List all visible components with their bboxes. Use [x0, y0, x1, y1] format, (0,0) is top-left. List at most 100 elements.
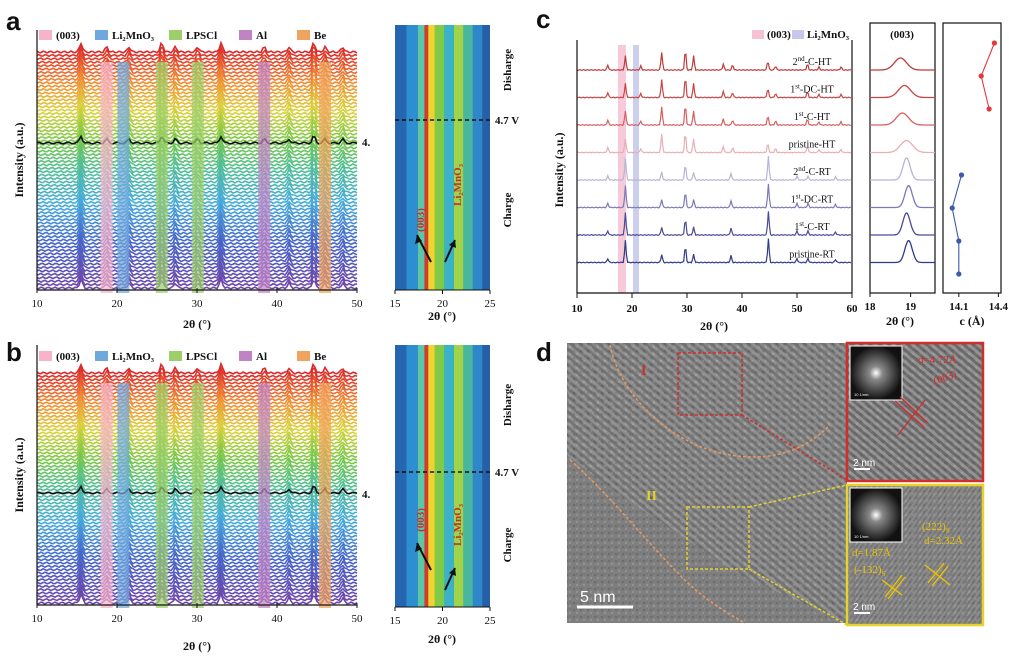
- b-legend-label: Li₂MnO₃: [112, 351, 155, 363]
- b-x-tick-label: 50: [352, 613, 364, 625]
- bh-stripe: [424, 345, 429, 607]
- a-heatmap-003-label: (003): [415, 208, 427, 232]
- c-lattice-line-RT: [951, 174, 963, 274]
- c-x-tick-label: 60: [847, 303, 859, 315]
- ah-x-tick-label: 15: [390, 298, 402, 310]
- d-inset-I: 10 1/nm d=4.72Å (003) 2 nm: [845, 341, 985, 483]
- d-inset-II-plane1: (222)S: [922, 521, 950, 535]
- a-voltage-label: 4.7 V: [362, 137, 370, 149]
- ah-stripe: [434, 25, 445, 290]
- a-spectrum-line: [36, 40, 358, 54]
- c-series-label: 1st-C-RT: [794, 220, 829, 233]
- ah-stripe: [417, 25, 425, 290]
- c-x-label: 2θ (°): [700, 319, 728, 333]
- c-lattice-point: [991, 40, 998, 46]
- c-series-label: pristine-RT: [789, 250, 835, 261]
- a-heatmap-li2mno3-label: Li₂MnO₃: [452, 163, 464, 206]
- c-legend-swatch: [752, 30, 764, 39]
- c-zoom-tick-label: 19: [905, 301, 917, 313]
- a-legend-swatch: [169, 30, 182, 40]
- c-series-line: [576, 52, 852, 72]
- a-x-tick-label: 20: [112, 298, 124, 310]
- b-legend-label: LPSCl: [186, 351, 217, 363]
- d-boundary-II: [569, 459, 746, 624]
- ah-stripe: [453, 25, 464, 290]
- c-zoom-title: (003): [890, 29, 914, 41]
- c-zoom-line: [870, 84, 935, 99]
- c-series-label: 1st-DC-RT: [791, 193, 833, 206]
- a-legend-label: Al: [256, 30, 267, 42]
- bh-x-tick-label: 15: [390, 615, 402, 627]
- b-spectrum-line: [36, 370, 358, 385]
- c-y-label: Intensity (a.u.): [552, 132, 566, 207]
- b-x-label: 2θ (°): [183, 639, 211, 653]
- b-band: [117, 383, 130, 608]
- a-x-tick-label: 10: [32, 298, 44, 310]
- c-series-line: [576, 238, 852, 264]
- b-spectrum-line: [36, 361, 358, 375]
- c-series-line: [576, 79, 852, 99]
- c-x-tick-label: 40: [737, 303, 749, 315]
- d-fft-II-scale: 10 1/nm: [854, 534, 869, 539]
- a-legend-swatch: [239, 30, 252, 40]
- a-spectrum-line: [36, 46, 358, 61]
- bh-x-tick-label: 20: [437, 615, 449, 627]
- a-spectrum-line: [36, 54, 358, 68]
- a-x-tick-label: 50: [352, 298, 364, 310]
- panel-label-c: c: [536, 4, 550, 34]
- a-legend-label: LPSCl: [186, 30, 217, 42]
- a-heatmap-voltage: 4.7 V: [495, 115, 519, 127]
- b-spectrum-line: [36, 375, 358, 389]
- bh-stripe: [417, 345, 425, 607]
- a-legend-swatch: [297, 30, 310, 40]
- ah-stripe: [444, 25, 454, 290]
- a-band: [100, 62, 113, 293]
- c-lattice-point: [956, 238, 962, 244]
- c-zoom-x-label: 2θ (°): [886, 314, 914, 328]
- d-inset-II: 10 1/nm (222)S d=2.32Å d=1.87Å (-132)S 2…: [845, 483, 985, 627]
- c-series-label: 2nd-C-HT: [793, 55, 832, 68]
- d-inset-II-scale-label: 2 nm: [853, 602, 875, 613]
- b-band: [319, 383, 331, 608]
- c-series-label: 1st-DC-HT: [790, 83, 834, 96]
- a-x-label: 2θ (°): [183, 317, 211, 330]
- a-spectrum-line: [36, 49, 358, 65]
- a-heatmap-stripes: [395, 25, 490, 290]
- a-heatmap-x-axis: 15 20 25: [390, 290, 497, 310]
- bh-stripe: [406, 345, 418, 607]
- bh-stripe: [453, 345, 464, 607]
- c-lattice-point: [986, 106, 992, 112]
- a-legend: (003) Li₂MnO₃ LPSCl Al Be: [39, 30, 326, 42]
- a-x-axis: 10 20 30 40 50: [32, 288, 364, 310]
- b-x-tick-label: 10: [32, 613, 44, 625]
- c-series-label: 2nd-C-RT: [793, 165, 831, 178]
- b-legend-swatch: [169, 351, 182, 361]
- bh-stripe: [434, 345, 445, 607]
- d-fft-I-scale: 10 1/nm: [854, 392, 869, 397]
- c-lattice-point: [978, 73, 984, 79]
- c-x-tick-label: 50: [792, 303, 804, 315]
- c-zoom-plot: (003) 18 19 2θ (°): [865, 22, 936, 328]
- bh-stripe: [463, 345, 473, 607]
- b-legend-label: Al: [256, 351, 267, 363]
- ah-stripe: [428, 25, 435, 290]
- panel-d-tem: d I II 5 nm 10 1/nm d=4.72Å (003) 2 nm 1…: [536, 337, 985, 627]
- d-inset-I-line: [897, 399, 926, 436]
- b-heatmap-003-label: (003): [415, 508, 427, 532]
- ah-stripe: [395, 25, 407, 290]
- c-legend-label: Li₂MnO₃: [807, 29, 850, 41]
- a-highlight-bands: [100, 62, 331, 293]
- d-inset-I-scale-label: 2 nm: [853, 458, 875, 469]
- ah-x-tick-label: 25: [485, 298, 497, 310]
- c-zoom-line: [870, 139, 935, 154]
- c-legend-label: (003): [767, 29, 791, 41]
- panel-a-heatmap: 4.7 V Disharge Charge (003) Li₂MnO₃ 15 20…: [390, 25, 519, 323]
- d-inset-II-line1: [924, 564, 951, 586]
- a-legend-label: (003): [56, 30, 80, 42]
- b-legend-label: (003): [56, 351, 80, 363]
- b-legend-swatch: [239, 351, 252, 361]
- c-series-line: [576, 106, 851, 127]
- ah-x-tick-label: 20: [437, 298, 449, 310]
- b-legend-swatch: [39, 351, 52, 361]
- bh-stripe: [395, 345, 407, 607]
